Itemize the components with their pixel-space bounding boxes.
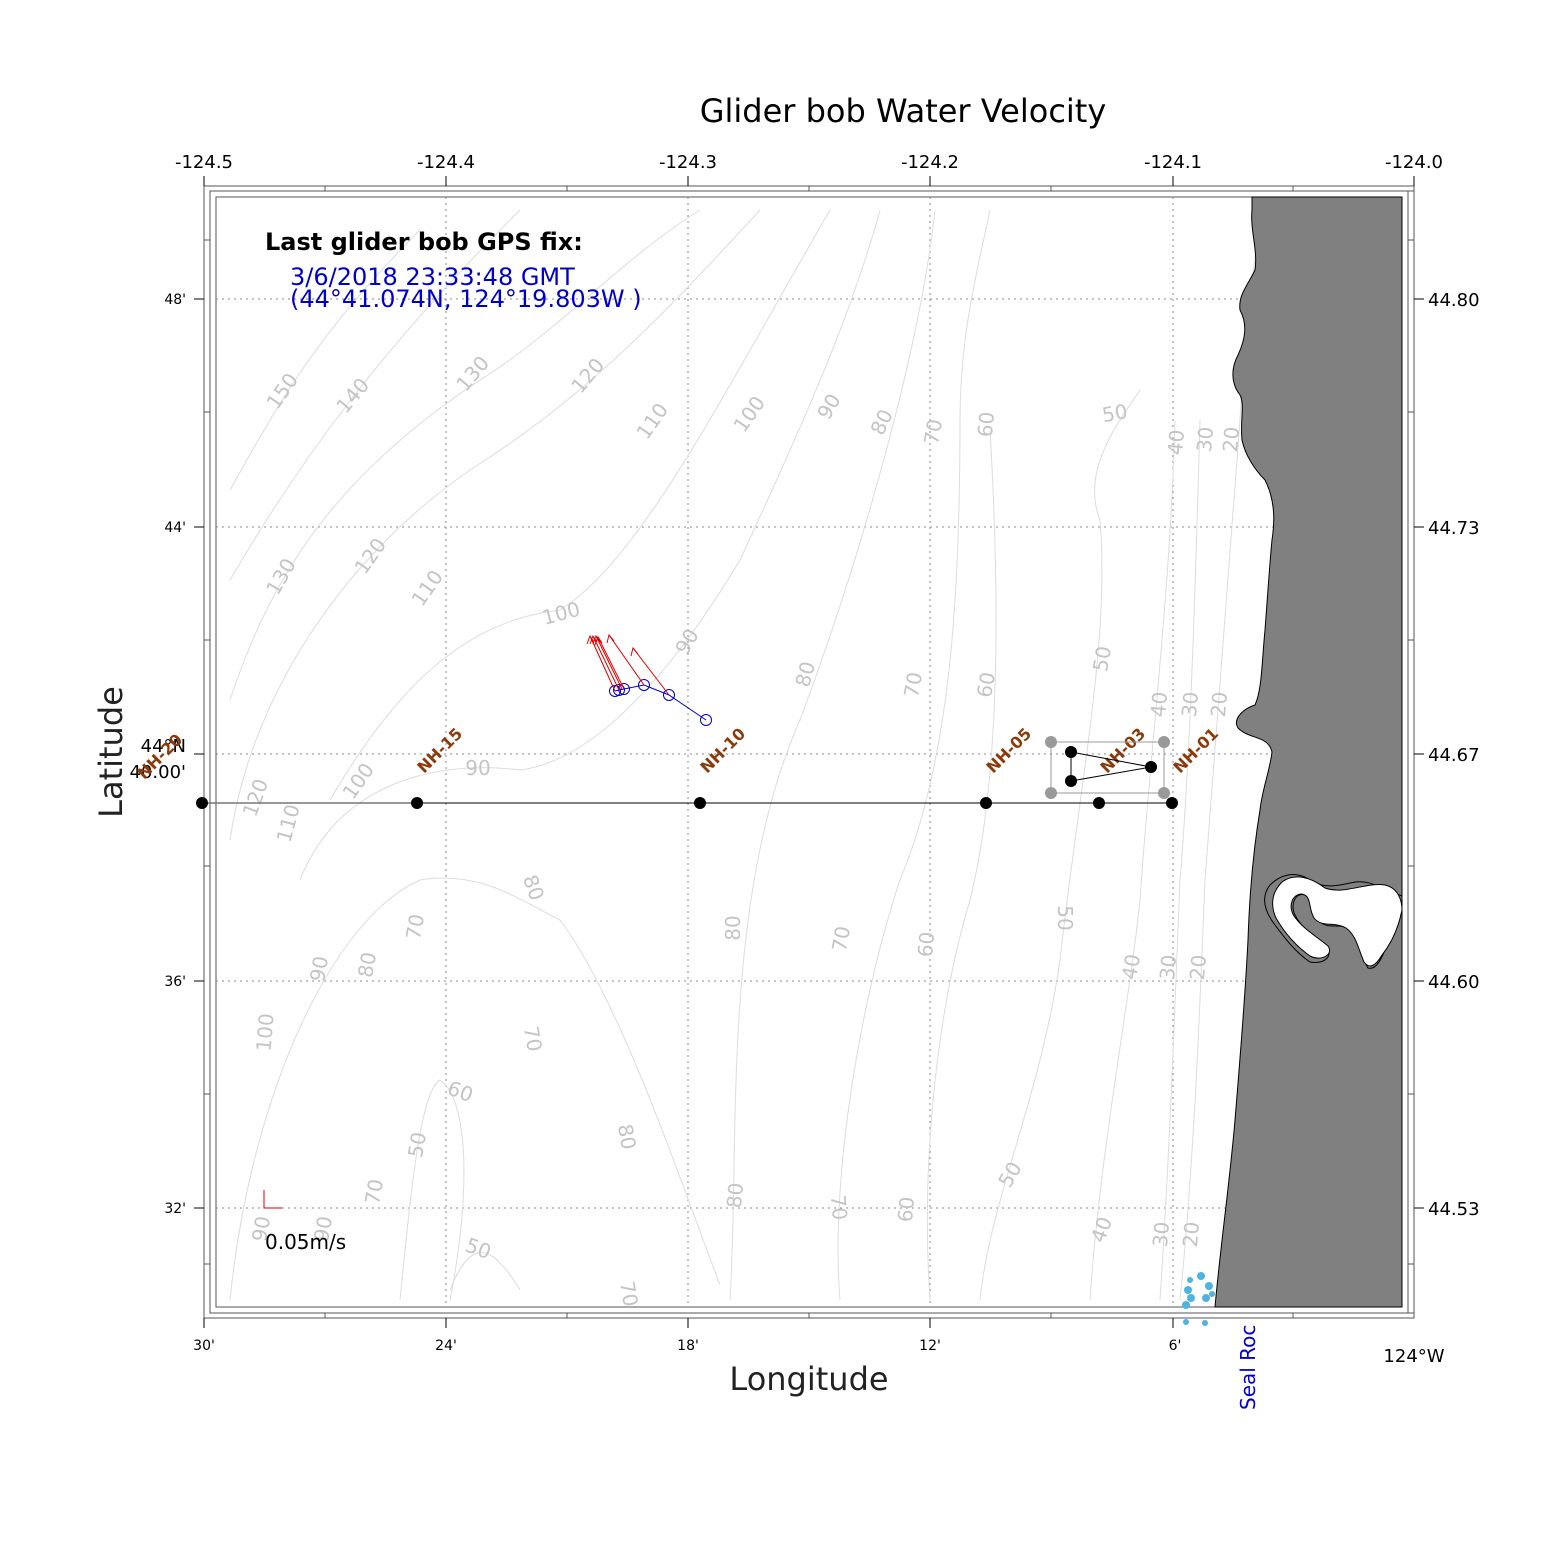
contour-label: 70 [519, 1024, 547, 1053]
contour-label: 90 [305, 954, 333, 983]
left-tick-labels: 48' 44' 36' 32' 44°N 40.00' [130, 292, 186, 1217]
contour-label: 70 [919, 417, 947, 446]
gridlines [216, 197, 1402, 1307]
contour-label: 70 [899, 670, 927, 699]
contour-label: 80 [721, 915, 745, 940]
contour-label: 30 [1155, 954, 1181, 981]
gps-fix-heading: Last glider bob GPS fix: [265, 228, 583, 256]
contour-label: 70 [826, 1194, 852, 1221]
contour-label: 70 [615, 1279, 643, 1308]
station-marker-nh-10 [694, 797, 706, 809]
bottom-tick-labels: 30' 24' 18' 12' 6' 124°W [193, 1338, 1445, 1367]
station-marker-nh-05 [980, 797, 992, 809]
contour-label: 80 [613, 1122, 641, 1151]
right-tick-label: 44.73 [1428, 518, 1480, 539]
contour-label: 20 [1218, 426, 1244, 453]
contour-label: 80 [353, 950, 381, 979]
right-tick-labels: 44.80 44.73 44.67 44.60 44.53 [1428, 290, 1480, 1220]
contour-label: 60 [913, 931, 939, 958]
station-marker-nh-20 [196, 797, 208, 809]
chart-title: Glider bob Water Velocity [700, 92, 1107, 130]
contour-label: 40 [1117, 952, 1145, 981]
nh-line [196, 797, 1178, 809]
contour-label: 30 [1148, 1221, 1174, 1248]
left-tick-label: 48' [164, 292, 186, 308]
bathymetry-contours [229, 199, 1263, 1301]
contour-label: 20 [1178, 1221, 1204, 1248]
bottom-end-label: 124°W [1383, 1346, 1444, 1367]
contour-label: 90 [309, 1214, 337, 1243]
left-tick-label: 44' [164, 520, 186, 536]
y-axis-label: Latitude [92, 686, 130, 818]
station-marker-nh-03 [1093, 797, 1105, 809]
right-tick-label: 44.53 [1428, 1199, 1480, 1220]
top-tick-label: -124.2 [901, 152, 959, 173]
top-tick-label: -124.1 [1144, 152, 1202, 173]
top-tick-label: -124.5 [175, 152, 233, 173]
map-frame [203, 185, 1415, 1319]
contour-label: 20 [1206, 691, 1232, 718]
x-axis-label: Longitude [729, 1360, 888, 1398]
mission-box [1045, 736, 1170, 799]
contour-label: 80 [722, 1182, 748, 1209]
bottom-tick-label: 6' [1169, 1338, 1182, 1354]
contour-label: 50 [403, 1130, 431, 1159]
contour-label: 50 [1053, 905, 1077, 930]
top-tick-label: -124.0 [1385, 152, 1443, 173]
right-tick-label: 44.67 [1428, 745, 1480, 766]
bottom-tick-label: 18' [677, 1338, 699, 1354]
contour-label: 60 [972, 670, 1000, 699]
top-tick-label: -124.4 [417, 152, 475, 173]
left-tick-label: 36' [164, 974, 186, 990]
seal-rocks [1182, 1272, 1215, 1326]
contour-label: 40 [1146, 691, 1172, 718]
tick-marks [194, 176, 1424, 1328]
contour-label: 50 [1088, 644, 1116, 673]
contour-label: 90 [247, 1214, 275, 1243]
estuary [1272, 876, 1403, 967]
contour-label: 20 [1185, 954, 1211, 981]
gps-fix-annotation: Last glider bob GPS fix: 3/6/2018 23:33:… [265, 228, 642, 313]
right-tick-label: 44.60 [1428, 972, 1480, 993]
bottom-tick-label: 30' [193, 1338, 215, 1354]
contour-label: 60 [893, 1196, 919, 1223]
velocity-vectors [586, 633, 670, 696]
velocity-scale: 0.05m/s [263, 1190, 346, 1254]
left-mid-label-1: 44°N [141, 736, 186, 757]
contour-label: 70 [401, 912, 429, 941]
top-tick-label: -124.3 [659, 152, 717, 173]
scale-label: 0.05m/s [265, 1230, 346, 1254]
top-tick-labels: -124.5 -124.4 -124.3 -124.2 -124.1 -124.… [175, 152, 1443, 173]
contour-label: 30 [1192, 426, 1218, 453]
left-mid-label-2: 40.00' [130, 762, 186, 783]
gps-fix-time: 3/6/2018 23:33:48 GMT [290, 263, 575, 291]
contour-label: 90 [465, 756, 490, 780]
contour-label: 100 [251, 1012, 278, 1052]
station-marker-nh-15 [411, 797, 423, 809]
bottom-tick-label: 12' [919, 1338, 941, 1354]
contour-label: 30 [1177, 691, 1203, 718]
bottom-tick-label: 24' [435, 1338, 457, 1354]
left-tick-label: 32' [164, 1201, 186, 1217]
contour-label: 40 [1163, 429, 1189, 456]
right-tick-label: 44.80 [1428, 290, 1480, 311]
contour-label: 70 [360, 1177, 388, 1206]
contour-label: 60 [973, 411, 999, 438]
gps-fix-position: (44°41.074N, 124°19.803W ) [290, 285, 642, 313]
station-marker-nh-01 [1166, 797, 1178, 809]
contour-label: 50 [1100, 399, 1129, 427]
contour-label: 70 [827, 924, 855, 953]
place-label-seal-rocks: Seal Roc [1236, 1325, 1260, 1410]
